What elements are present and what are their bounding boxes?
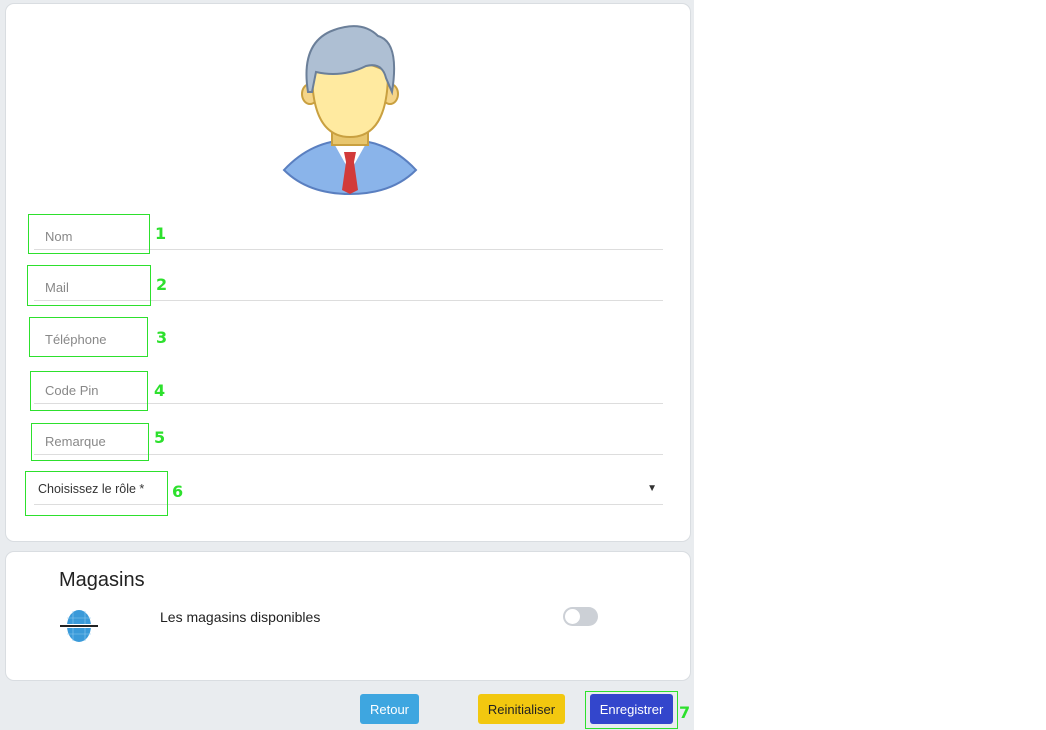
name-field[interactable]: Nom [34, 227, 663, 250]
role-select[interactable]: Choisissez le rôle * ▼ [34, 480, 663, 505]
marker-box [29, 317, 148, 357]
marker-number: 5 [154, 428, 166, 447]
user-form-card [5, 3, 691, 542]
marker-number: 1 [155, 224, 167, 243]
pin-field[interactable]: Code Pin [34, 381, 663, 404]
marker-box [30, 371, 148, 411]
stores-title: Magasins [59, 569, 145, 591]
marker-number: 3 [156, 328, 168, 347]
stores-item-label: Les magasins disponibles [160, 609, 321, 625]
name-placeholder: Nom [45, 229, 73, 244]
phone-field[interactable]: Téléphone [34, 330, 663, 350]
marker-box [25, 471, 168, 516]
stores-toggle[interactable] [563, 607, 598, 626]
marker-number: 7 [679, 703, 691, 722]
marker-box [27, 265, 151, 306]
toggle-knob [565, 609, 580, 624]
reset-button[interactable]: Reinitialiser [478, 694, 565, 724]
role-select-label: Choisissez le rôle * [38, 482, 145, 496]
back-button[interactable]: Retour [360, 694, 419, 724]
stores-card: Magasins Les magasins disponibles [5, 551, 691, 681]
remark-placeholder: Remarque [45, 434, 106, 449]
phone-placeholder: Téléphone [45, 332, 107, 347]
mail-field[interactable]: Mail [34, 278, 663, 301]
marker-number: 2 [156, 275, 168, 294]
marker-number: 6 [172, 482, 184, 501]
marker-box [585, 691, 678, 729]
chevron-down-icon: ▼ [647, 483, 657, 494]
save-button[interactable]: Enregistrer [590, 694, 673, 724]
mail-placeholder: Mail [45, 280, 69, 295]
marker-number: 4 [154, 381, 166, 400]
pin-placeholder: Code Pin [45, 383, 99, 398]
store-logo [59, 610, 99, 642]
remark-field[interactable]: Remarque [34, 432, 663, 455]
marker-box [31, 423, 149, 461]
user-avatar-icon [282, 25, 418, 196]
marker-box [28, 214, 150, 254]
